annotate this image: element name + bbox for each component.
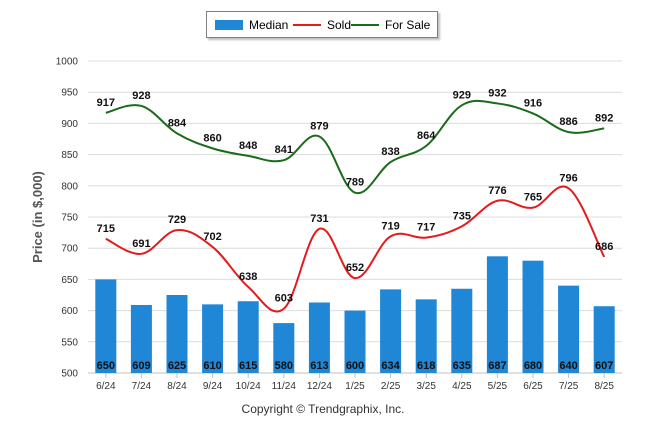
median-bar xyxy=(166,295,188,373)
sold-data-label: 796 xyxy=(559,172,577,184)
median-bar xyxy=(380,289,402,373)
y-tick-label: 850 xyxy=(61,150,78,161)
median-data-label: 635 xyxy=(453,360,471,372)
median-bar xyxy=(558,285,580,373)
x-tick-label: 8/24 xyxy=(167,381,187,392)
median-bar xyxy=(344,310,366,373)
for-sale-data-label: 848 xyxy=(239,140,257,152)
x-tick-label: 9/24 xyxy=(203,381,223,392)
median-bar xyxy=(273,323,295,373)
median-data-label: 625 xyxy=(168,360,186,372)
sold-data-label: 691 xyxy=(132,238,150,250)
for-sale-data-label: 932 xyxy=(488,87,506,99)
median-data-label: 650 xyxy=(97,360,115,372)
median-bar xyxy=(202,304,224,373)
median-bar xyxy=(415,299,437,373)
y-tick-label: 1000 xyxy=(56,57,79,68)
sold-data-label: 765 xyxy=(524,192,542,204)
sold-data-label: 686 xyxy=(595,241,613,253)
x-tick-label: 4/25 xyxy=(452,381,472,392)
legend-item-for-sale: For Sale xyxy=(351,18,430,32)
median-data-label: 634 xyxy=(381,360,400,372)
legend-label-for-sale: For Sale xyxy=(385,18,431,32)
median-bar xyxy=(95,279,117,373)
x-tick-label: 2/25 xyxy=(381,381,401,392)
sold-data-label: 776 xyxy=(488,185,506,197)
for-sale-data-label: 864 xyxy=(417,130,436,142)
y-tick-label: 650 xyxy=(61,275,78,286)
sold-data-label: 652 xyxy=(346,262,364,274)
y-tick-label: 750 xyxy=(61,213,78,224)
median-bar xyxy=(237,301,259,373)
sold-data-label: 717 xyxy=(417,222,435,234)
for-sale-data-label: 879 xyxy=(310,121,328,133)
x-tick-label: 10/24 xyxy=(236,381,261,392)
for-sale-data-label: 929 xyxy=(453,89,471,101)
y-tick-label: 500 xyxy=(61,369,78,380)
legend-swatch-sold xyxy=(293,24,321,26)
median-data-label: 615 xyxy=(239,360,257,372)
y-tick-label: 800 xyxy=(61,181,78,192)
median-data-label: 607 xyxy=(595,360,613,372)
legend-item-median: Median xyxy=(215,18,288,32)
x-tick-label: 12/24 xyxy=(307,381,332,392)
y-tick-label: 700 xyxy=(61,244,78,255)
median-data-label: 680 xyxy=(524,360,542,372)
median-data-label: 640 xyxy=(559,360,577,372)
y-tick-label: 550 xyxy=(61,337,78,348)
y-axis-label: Price (in $,000) xyxy=(30,171,45,263)
x-tick-label: 1/25 xyxy=(345,381,365,392)
for-sale-data-label: 916 xyxy=(524,97,542,109)
for-sale-data-label: 892 xyxy=(595,112,613,124)
median-bar xyxy=(522,260,544,373)
copyright-text: Copyright © Trendgraphix, Inc. xyxy=(241,402,405,416)
sold-data-label: 729 xyxy=(168,214,186,226)
median-bar xyxy=(486,256,508,373)
median-data-label: 687 xyxy=(488,360,506,372)
legend-item-sold: Sold xyxy=(293,18,351,32)
y-tick-label: 900 xyxy=(61,119,78,130)
for-sale-data-label: 838 xyxy=(381,146,399,158)
median-data-label: 600 xyxy=(346,360,364,372)
legend: Median Sold For Sale xyxy=(206,11,438,38)
median-data-label: 609 xyxy=(132,360,150,372)
median-bar xyxy=(308,302,330,373)
legend-swatch-median xyxy=(215,20,243,30)
legend-label-sold: Sold xyxy=(327,18,352,32)
legend-swatch-for-sale xyxy=(351,24,379,26)
y-tick-label: 600 xyxy=(61,306,78,317)
sold-data-label: 638 xyxy=(239,271,257,283)
for-sale-data-label: 860 xyxy=(203,132,221,144)
x-tick-label: 11/24 xyxy=(272,381,297,392)
for-sale-data-label: 928 xyxy=(132,90,150,102)
x-tick-label: 5/25 xyxy=(488,381,508,392)
median-data-label: 580 xyxy=(275,360,293,372)
for-sale-data-label: 886 xyxy=(559,116,577,128)
median-bar xyxy=(130,304,152,373)
legend-label-median: Median xyxy=(249,18,289,32)
sold-data-label: 731 xyxy=(310,213,328,225)
median-bar xyxy=(593,306,615,373)
median-data-label: 610 xyxy=(203,360,221,372)
for-sale-data-label: 917 xyxy=(97,97,115,109)
for-sale-data-label: 789 xyxy=(346,177,364,189)
x-tick-label: 8/25 xyxy=(594,381,614,392)
x-tick-label: 3/25 xyxy=(416,381,436,392)
sold-data-label: 702 xyxy=(203,231,221,243)
x-tick-label: 6/25 xyxy=(523,381,543,392)
sold-data-label: 719 xyxy=(381,220,399,232)
median-data-label: 618 xyxy=(417,360,435,372)
for-sale-data-label: 841 xyxy=(275,144,293,156)
median-bar xyxy=(451,288,473,373)
sold-data-label: 603 xyxy=(275,293,293,305)
x-tick-label: 7/25 xyxy=(559,381,579,392)
sold-data-label: 735 xyxy=(453,210,471,222)
x-tick-label: 7/24 xyxy=(132,381,152,392)
median-data-label: 613 xyxy=(310,360,328,372)
y-tick-label: 950 xyxy=(61,88,78,99)
sold-data-label: 715 xyxy=(97,223,115,235)
x-tick-label: 6/24 xyxy=(96,381,116,392)
for-sale-data-label: 884 xyxy=(168,117,187,129)
